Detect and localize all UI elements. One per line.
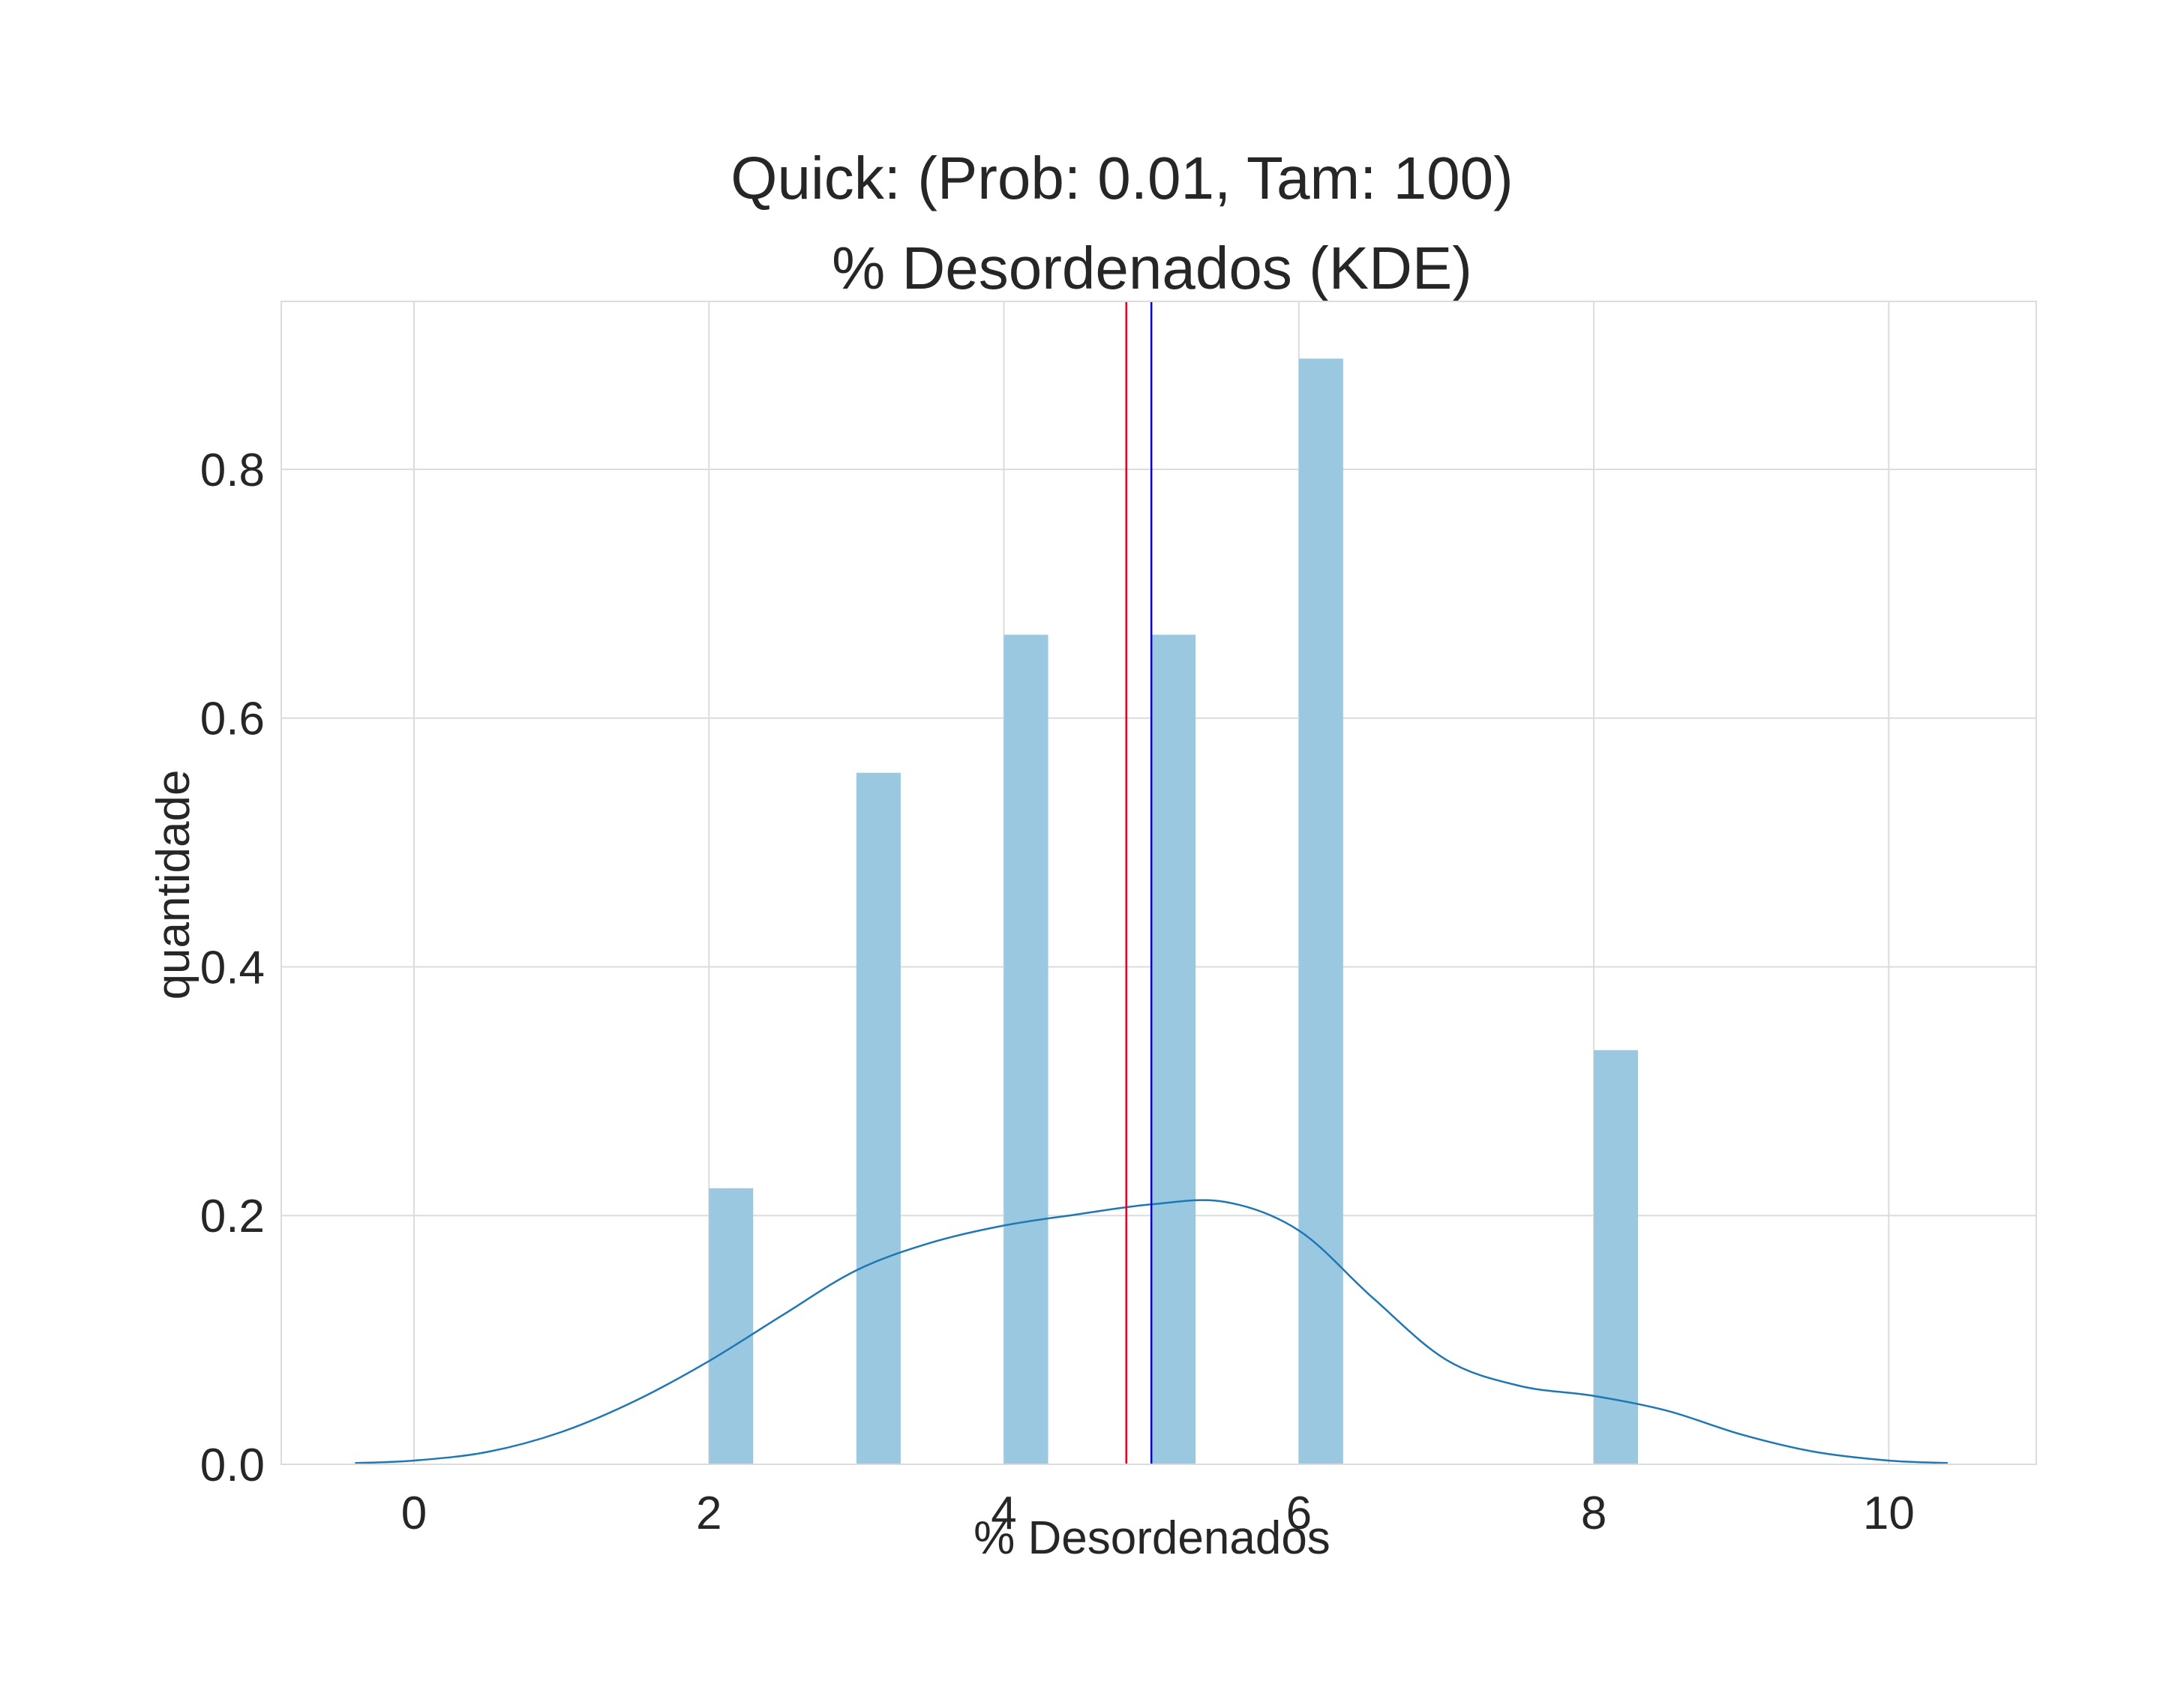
y-tick-label-4: 0.8 (200, 445, 265, 496)
histogram-bar-0 (709, 1188, 754, 1464)
y-tick-labels: 0.0 0.2 0.4 0.6 0.8 (200, 445, 265, 1491)
plot-frame (280, 301, 2037, 1465)
histogram-bar-1 (856, 772, 901, 1464)
x-tick-label-4: 8 (1581, 1488, 1606, 1539)
x-tick-label-5: 10 (1863, 1488, 1915, 1539)
y-tick-label-1: 0.2 (200, 1191, 265, 1242)
y-tick-label-0: 0.0 (200, 1440, 265, 1491)
y-tick-label-3: 0.6 (200, 694, 265, 745)
x-tick-label-2: 4 (991, 1488, 1016, 1539)
histogram-bar-5 (1594, 1050, 1639, 1464)
chart-title-line-1: Quick: (Prob: 0.01, Tam: 100) (730, 145, 1513, 211)
x-tick-label-0: 0 (401, 1488, 427, 1539)
chart-title-line-2: % Desordenados (KDE) (832, 235, 1472, 301)
histogram-bar-3 (1151, 634, 1196, 1464)
histogram-bars (709, 358, 1639, 1464)
x-tick-label-3: 6 (1286, 1488, 1312, 1539)
x-tick-labels: 0 2 4 6 8 10 (401, 1488, 1915, 1539)
histogram-bar-4 (1298, 358, 1343, 1464)
reference-lines (1125, 301, 1153, 1464)
y-tick-label-2: 0.4 (200, 942, 265, 993)
histogram-bar-2 (1004, 634, 1048, 1464)
y-axis-label: quantidade (148, 770, 200, 1000)
x-axis-label: % Desordenados (974, 1512, 1330, 1564)
x-tick-label-1: 2 (696, 1488, 722, 1539)
